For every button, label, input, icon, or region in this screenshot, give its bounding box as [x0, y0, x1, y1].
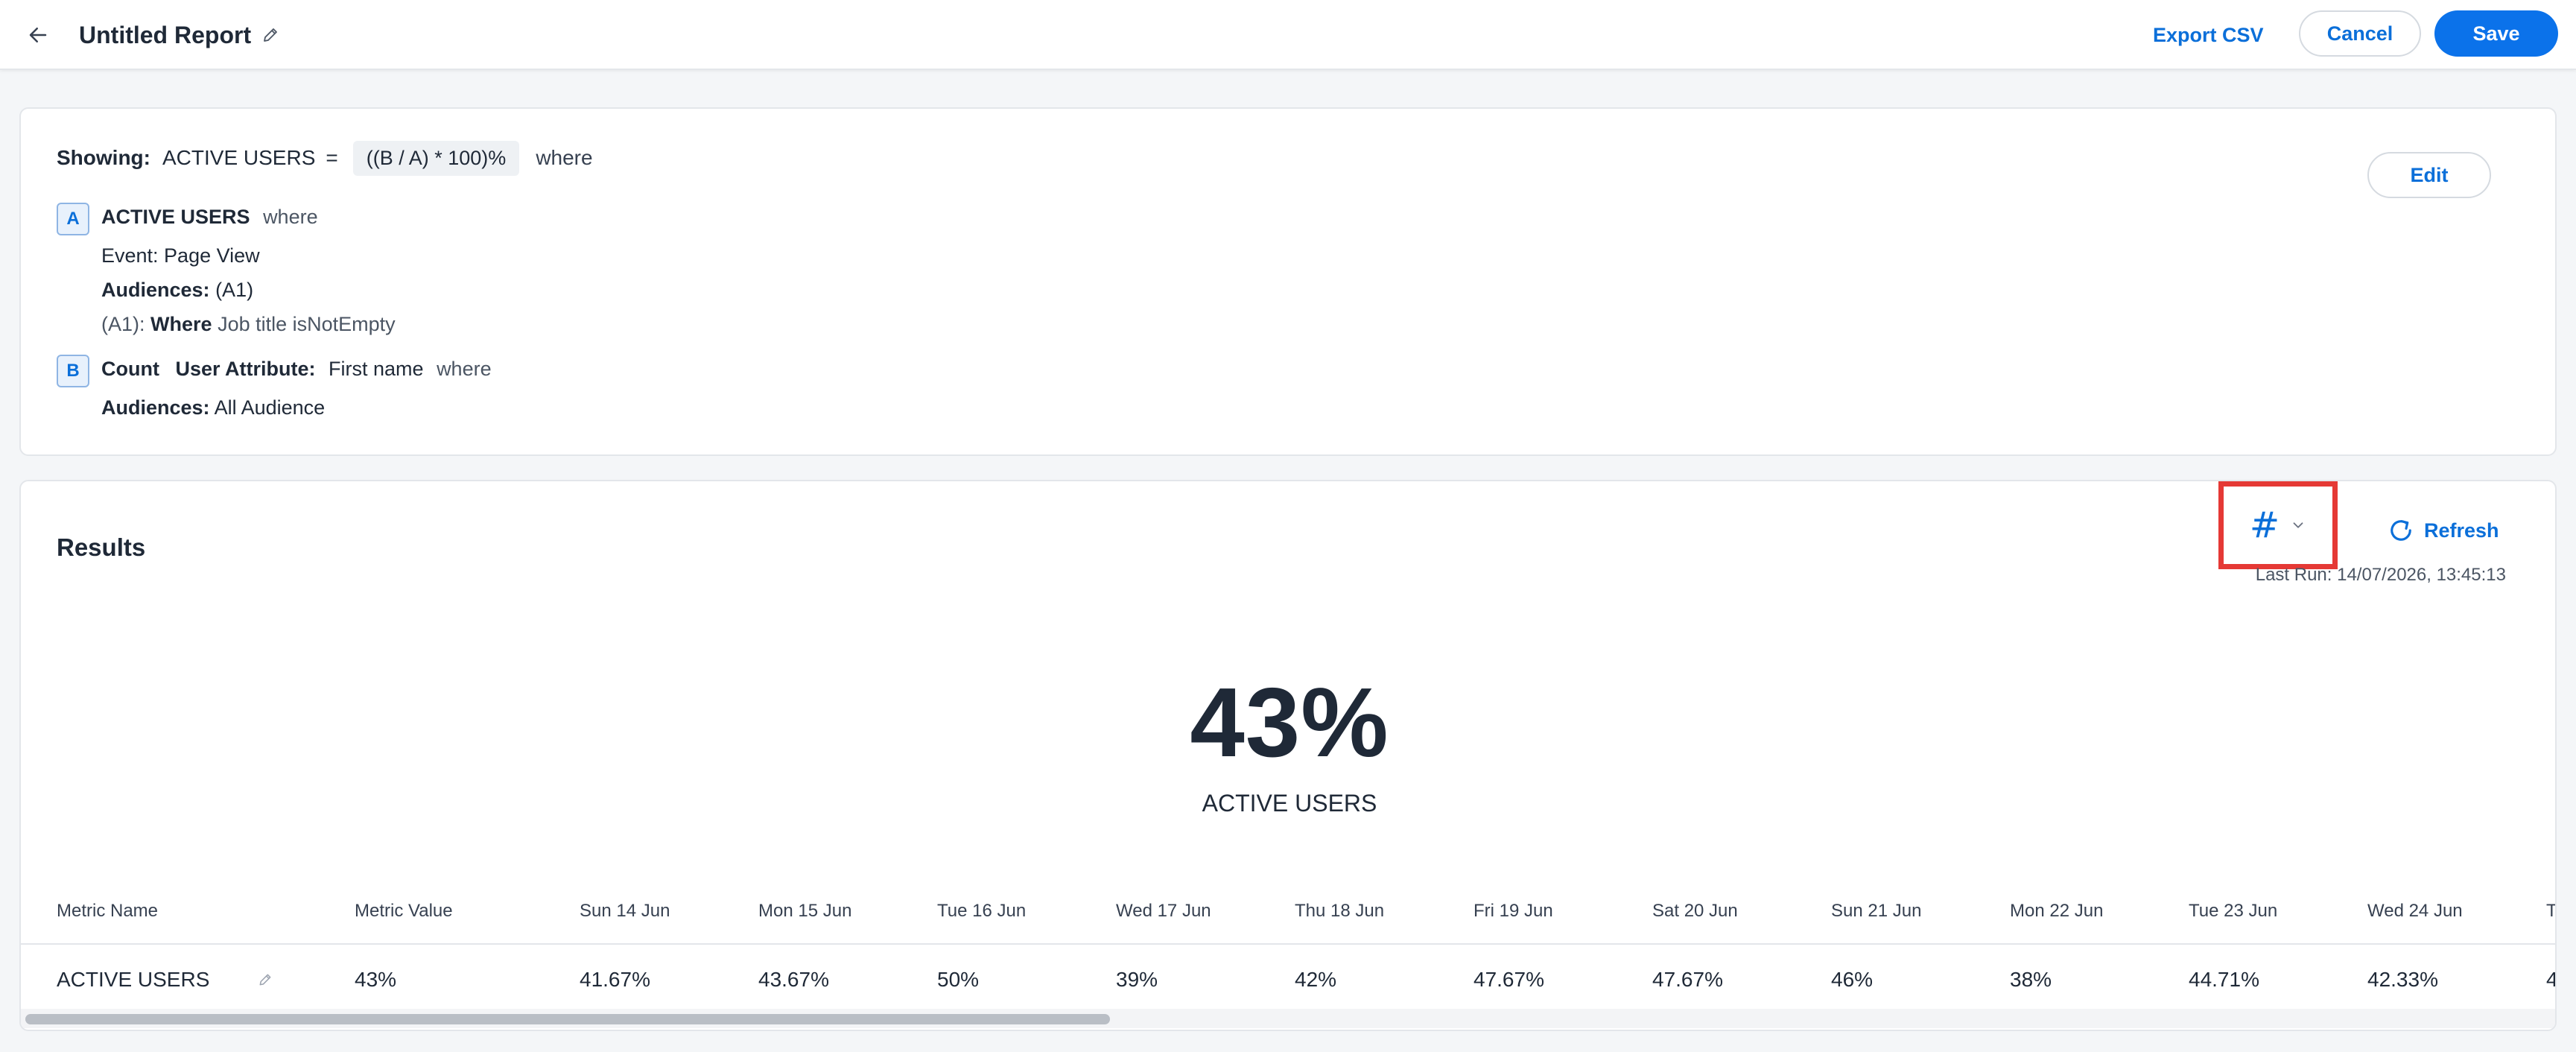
table-cell: 44.71% — [2189, 968, 2259, 991]
last-run-timestamp: Last Run: 14/07/2026, 13:45:13 — [2255, 565, 2506, 585]
table-header-cell: Sun 14 Jun — [580, 901, 670, 921]
table-header-cell: Wed 17 Jun — [1116, 901, 1211, 921]
pencil-icon — [259, 974, 271, 986]
table-cell: 43% — [355, 968, 397, 991]
query-a-audiences-value: (A1) — [215, 279, 254, 301]
refresh-label: Refresh — [2424, 519, 2499, 542]
table-header-cell: Mon 22 Jun — [2010, 901, 2104, 921]
table-header-cell: Th — [2546, 901, 2557, 921]
hash-icon: # — [2249, 504, 2280, 546]
table-cell: 47.67% — [1473, 968, 1544, 991]
table-cell: 38% — [2010, 968, 2052, 991]
table-cell: 42% — [1295, 968, 1337, 991]
query-a-filter-prefix: (A1): — [101, 313, 145, 335]
results-table: Metric Name Metric Value Sun 14 Jun Mon 15 … — [21, 879, 2557, 1016]
arrow-left-icon — [29, 28, 47, 42]
pencil-icon — [264, 28, 277, 42]
metric-definition-card: Showing: ACTIVE USERS = ((B / A) * 100)%… — [19, 107, 2557, 456]
query-b-attr-label: User Attribute: — [175, 358, 316, 380]
number-format-dropdown[interactable]: # — [2218, 481, 2338, 569]
table-cell: 41.67% — [580, 968, 650, 991]
showing-row: Showing: ACTIVE USERS = ((B / A) * 100)%… — [57, 137, 593, 179]
query-b-where: where — [437, 358, 492, 380]
showing-label: Showing: — [57, 146, 150, 169]
horizontal-scrollbar[interactable] — [21, 1009, 2555, 1028]
query-a-title: ACTIVE USERS where — [101, 206, 318, 229]
save-button[interactable]: Save — [2434, 10, 2558, 57]
query-a-name: ACTIVE USERS — [101, 206, 250, 228]
showing-metric-name: ACTIVE USERS — [162, 146, 316, 169]
table-cell: 46% — [1831, 968, 1874, 991]
query-b-audiences-value: All Audience — [214, 396, 326, 419]
query-b-audiences-label: Audiences: — [101, 396, 210, 419]
table-header-cell: Fri 19 Jun — [1473, 901, 1553, 921]
table-header-cell: Wed 24 Jun — [2367, 901, 2463, 921]
edit-button[interactable]: Edit — [2367, 152, 2491, 198]
query-a-audiences-label: Audiences: — [101, 279, 210, 301]
edit-title-button[interactable] — [260, 25, 281, 45]
metric-big-value: 43% — [1190, 668, 1389, 777]
table-cell: 47.67% — [1652, 968, 1723, 991]
table-header-cell: Mon 15 Jun — [758, 901, 852, 921]
refresh-icon — [2391, 520, 2411, 541]
query-a-filter: (A1): Where Job title isNotEmpty — [101, 313, 396, 336]
title-wrap: Untitled Report — [79, 18, 281, 52]
back-button[interactable] — [21, 18, 55, 52]
query-a-badge: A — [57, 203, 89, 235]
edit-metric-name-button[interactable] — [258, 945, 273, 1015]
refresh-button[interactable]: Refresh — [2385, 513, 2499, 548]
metric-big-label: ACTIVE USERS — [1202, 790, 1377, 817]
report-header: Untitled Report Export CSV Cancel Save — [0, 0, 2576, 70]
table-header-cell: Sat 20 Jun — [1652, 901, 1738, 921]
table-header-cell: Thu 18 Jun — [1295, 901, 1385, 921]
query-a-event: Event: Page View — [101, 244, 260, 267]
table-row: ACTIVE USERS 43% 41.67% 43.67% 50% 39% 42% 47.6… — [21, 945, 2555, 1016]
query-a-filter-where: Where — [150, 313, 212, 335]
showing-where: where — [536, 146, 593, 169]
table-cell: 39% — [1116, 968, 1158, 991]
table-cell: 42.33% — [2367, 968, 2438, 991]
table-header-row: Metric Name Metric Value Sun 14 Jun Mon 15 … — [21, 879, 2557, 945]
report-title: Untitled Report — [79, 21, 252, 48]
cancel-button[interactable]: Cancel — [2299, 10, 2421, 57]
query-b-audiences: Audiences: All Audience — [101, 396, 325, 419]
table-header-cell: Tue 16 Jun — [937, 901, 1027, 921]
query-b-count: Count — [101, 358, 159, 380]
query-b-title: Count User Attribute: First name where — [101, 358, 492, 381]
chevron-down-icon — [2293, 522, 2303, 528]
table-cell: 43.67% — [758, 968, 829, 991]
table-header-cell: Sun 21 Jun — [1831, 901, 1922, 921]
formula-chip: ((B / A) * 100)% — [352, 140, 520, 176]
scrollbar-thumb[interactable] — [25, 1014, 1110, 1024]
query-a-filter-text: Job title isNotEmpty — [218, 313, 396, 335]
query-b-badge: B — [57, 355, 89, 387]
table-header-cell: Tue 23 Jun — [2189, 901, 2278, 921]
equals-sign: = — [326, 146, 338, 169]
table-header-cell: Metric Value — [355, 901, 453, 921]
query-a-audiences: Audiences: (A1) — [101, 279, 253, 302]
metric-name-cell: ACTIVE USERS — [57, 968, 210, 991]
results-card: Results # Refresh Last Run: 14/07/2026, … — [19, 480, 2557, 1031]
table-cell: 50% — [937, 968, 980, 991]
export-csv-link[interactable]: Export CSV — [2153, 24, 2264, 46]
table-cell: 4 — [2546, 945, 2555, 1015]
results-title: Results — [57, 533, 146, 561]
table-header-cell: Metric Name — [57, 901, 159, 921]
query-b-attr-value: First name — [329, 358, 424, 380]
query-a-where: where — [263, 206, 318, 228]
